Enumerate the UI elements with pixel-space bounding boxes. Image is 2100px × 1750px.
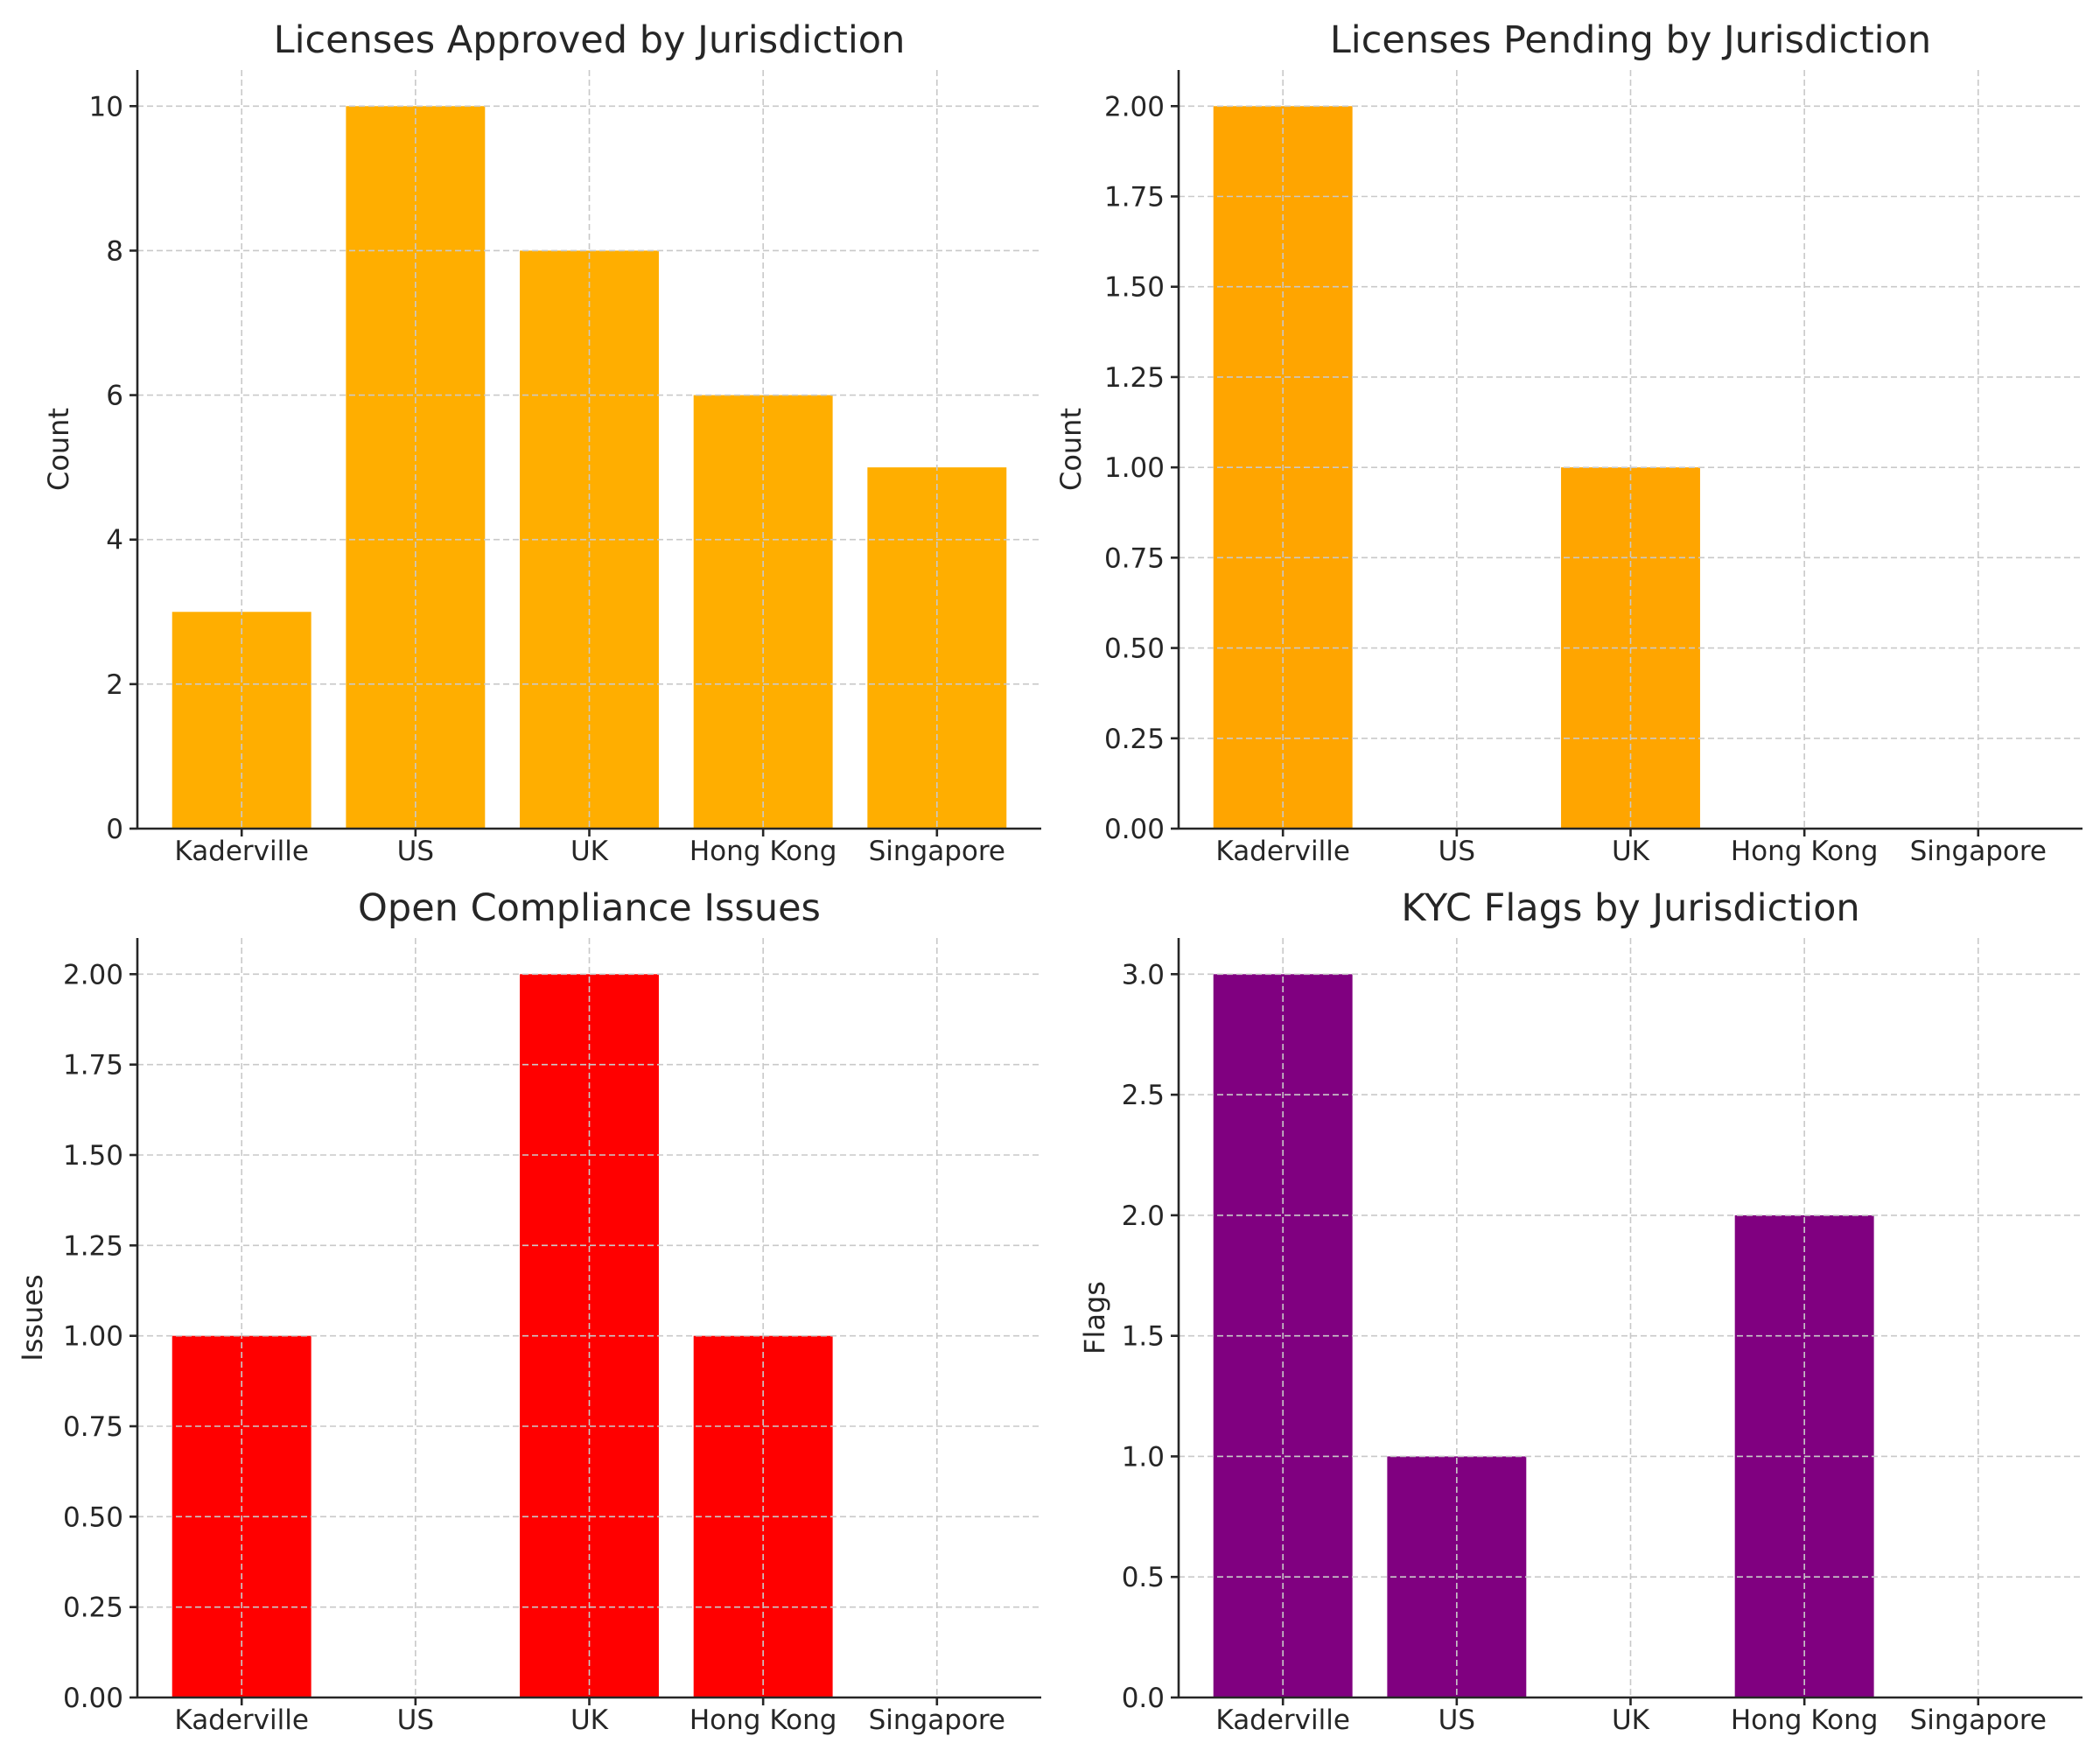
chart-title: KYC Flags by Jurisdiction — [1401, 886, 1859, 930]
y-tick-label: 1.00 — [63, 1321, 123, 1353]
y-tick-label: 0.0 — [1122, 1683, 1165, 1714]
y-tick-label: 1.25 — [1104, 362, 1165, 394]
y-tick-label: 0.75 — [1104, 542, 1165, 574]
compliance-issues-chart-panel: Open Compliance Issues Issues 0.00 0.25 0.… — [16, 886, 1041, 1736]
y-tick-label: 0.25 — [63, 1592, 123, 1624]
y-axis-label: Count — [42, 408, 75, 491]
y-axis-label: Count — [1054, 408, 1088, 491]
x-tick-label: Kaderville — [174, 1704, 309, 1736]
y-tick-label: 1.50 — [63, 1140, 123, 1172]
x-tick-label: Kaderville — [1215, 836, 1350, 867]
x-tick-label: Kaderville — [174, 836, 309, 867]
y-tick-label: 0.50 — [63, 1502, 123, 1533]
y-axis-label: Flags — [1078, 1281, 1111, 1354]
y-tick-label: 4 — [106, 525, 123, 556]
y-tick-label: 2 — [106, 669, 123, 701]
x-tick-label: US — [1438, 1704, 1475, 1736]
chart-title: Licenses Approved by Jurisdiction — [274, 18, 906, 62]
x-tick-label: UK — [570, 836, 609, 867]
y-tick-label: 1.5 — [1122, 1321, 1165, 1353]
x-tick-label: UK — [1612, 1704, 1650, 1736]
y-tick-label: 1.00 — [1104, 452, 1165, 484]
y-tick-label: 3.0 — [1122, 959, 1165, 990]
y-tick-label: 8 — [106, 235, 123, 267]
x-tick-label: Singapore — [869, 836, 1005, 867]
x-tick-label: Kaderville — [1215, 1704, 1350, 1736]
y-tick-label: 1.75 — [1104, 182, 1165, 214]
x-tick-label: UK — [570, 1704, 609, 1736]
y-tick-label: 2.5 — [1122, 1080, 1165, 1111]
x-tick-label: Hong Kong — [1731, 1704, 1879, 1736]
y-tick-label: 0.5 — [1122, 1562, 1165, 1593]
chart-title: Licenses Pending by Jurisdiction — [1330, 18, 1931, 62]
y-tick-label: 0.50 — [1104, 634, 1165, 665]
y-tick-label: 0 — [106, 814, 123, 845]
x-tick-label: Hong Kong — [690, 1704, 837, 1736]
x-tick-label: Hong Kong — [1731, 836, 1879, 867]
x-tick-label: UK — [1612, 836, 1650, 867]
x-tick-label: US — [1438, 836, 1475, 867]
y-tick-label: 1.75 — [63, 1050, 123, 1082]
kyc-flags-chart-panel: KYC Flags by Jurisdiction Flags 0.0 0.5 1.… — [1078, 886, 2082, 1736]
y-tick-label: 0.75 — [63, 1411, 123, 1443]
x-tick-label: Hong Kong — [690, 836, 837, 867]
x-tick-label: Singapore — [869, 1704, 1005, 1736]
y-tick-label: 2.00 — [63, 959, 123, 990]
approved-chart-panel: Licenses Approved by Jurisdiction Count … — [42, 18, 1041, 867]
pending-chart-panel: Licenses Pending by Jurisdiction Count 0… — [1054, 18, 2082, 867]
y-tick-label: 1.50 — [1104, 272, 1165, 304]
y-tick-label: 2.00 — [1104, 91, 1165, 122]
x-tick-label: Singapore — [1910, 1704, 2047, 1736]
y-tick-label: 1.0 — [1122, 1441, 1165, 1473]
y-axis-label: Issues — [16, 1274, 49, 1361]
chart-title: Open Compliance Issues — [358, 886, 821, 930]
y-tick-label: 0.00 — [1104, 814, 1165, 845]
x-tick-label: US — [397, 1704, 434, 1736]
y-tick-label: 6 — [106, 381, 123, 412]
y-tick-label: 10 — [89, 91, 123, 122]
x-tick-label: Singapore — [1910, 836, 2047, 867]
x-tick-label: US — [397, 836, 434, 867]
y-tick-label: 2.0 — [1122, 1200, 1165, 1232]
y-tick-label: 0.25 — [1104, 724, 1165, 755]
y-tick-label: 0.00 — [63, 1683, 123, 1714]
y-tick-label: 1.25 — [63, 1230, 123, 1262]
